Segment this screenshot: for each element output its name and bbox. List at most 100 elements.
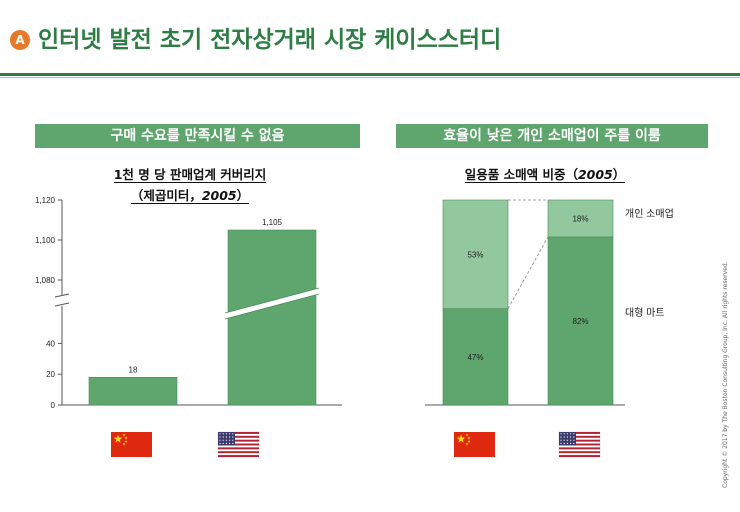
usa-flag-star xyxy=(222,439,224,441)
usa-flag-star xyxy=(566,433,569,435)
china-flag-small-star xyxy=(467,436,471,440)
y-tick-label: 1,080 xyxy=(35,276,56,285)
usa-flag-stripe xyxy=(559,439,600,442)
left-chart-heading-year: 2005 xyxy=(201,188,237,203)
stacked-segment-china-1 xyxy=(442,199,509,309)
usa-flag-star xyxy=(570,442,572,444)
usa-flag-star xyxy=(222,436,224,438)
right-banner: 효율이 낮은 개인 소매업이 주를 이룸 xyxy=(396,124,708,148)
usa-flag-star xyxy=(560,439,562,441)
bar-label-usa: 1,105 xyxy=(262,218,283,227)
connector-split xyxy=(507,236,549,309)
usa-flag-canton xyxy=(559,432,576,446)
usa-flag-stripe xyxy=(218,435,259,438)
y-tick-label: 1,120 xyxy=(35,196,56,205)
usa-flag-star xyxy=(570,439,572,441)
usa-flag-star xyxy=(232,442,234,444)
usa-flag-icon xyxy=(558,431,601,458)
usa-flag-stripe xyxy=(559,451,600,454)
stacked-segment-usa-1 xyxy=(547,199,614,238)
china-flag-icon xyxy=(454,432,495,457)
y-tick-label: 40 xyxy=(46,339,55,348)
usa-flag-star xyxy=(566,436,569,438)
china-flag-small-star xyxy=(465,433,469,437)
legend-label: 대형 마트 xyxy=(625,307,665,319)
title-divider-thin xyxy=(0,77,740,78)
usa-flag-star xyxy=(229,436,231,438)
usa-flag-star xyxy=(222,433,224,435)
usa-flag-star xyxy=(563,442,565,444)
usa-flag-star xyxy=(570,436,572,438)
usa-flag-star xyxy=(225,442,227,444)
stacked-segment-usa-0 xyxy=(547,236,614,406)
right-chart-heading-prefix: 일용품 소매액 비중（ xyxy=(464,167,578,182)
usa-flag-star xyxy=(232,433,234,435)
usa-flag-star xyxy=(219,436,221,438)
usa-flag-stripe xyxy=(218,432,259,434)
usa-flag-stripe xyxy=(559,443,600,446)
china-flag-small-star xyxy=(122,433,126,437)
bar-label-china: 18 xyxy=(129,365,138,374)
usa-flag-star xyxy=(563,436,565,438)
bar-usa xyxy=(227,229,317,406)
segment-label: 82% xyxy=(572,317,588,326)
usa-flag-stripe xyxy=(559,447,600,450)
y-tick-label: 1,100 xyxy=(35,236,56,245)
segment-label: 47% xyxy=(467,353,483,362)
usa-flag-star xyxy=(225,433,227,435)
page-title: 인터넷 발전 초기 전자상거래 시장 케이스스터디 xyxy=(38,27,502,53)
usa-flag-stripe xyxy=(218,447,259,450)
section-badge: A xyxy=(10,30,30,50)
usa-flag-star xyxy=(225,439,227,441)
y-tick-label: 20 xyxy=(46,370,55,379)
usa-flag-star xyxy=(560,433,562,435)
usa-flag-stripe xyxy=(218,439,259,442)
usa-flag-star xyxy=(225,436,227,438)
usa-flag-star xyxy=(573,433,575,435)
usa-flag-star xyxy=(573,442,575,444)
usa-flag-stripe xyxy=(218,455,259,457)
usa-flag-star xyxy=(560,436,562,438)
left-chart-heading-suffix: ） xyxy=(236,188,250,203)
usa-flag-star xyxy=(566,439,569,441)
right-chart-heading: 일용품 소매액 비중（2005） xyxy=(420,164,670,183)
bar-china xyxy=(88,376,178,406)
left-chart-heading-prefix: （제곱미터， xyxy=(130,188,202,203)
china-flag-small-star xyxy=(124,436,128,440)
bar-break-line xyxy=(224,293,320,320)
usa-flag-stripe xyxy=(218,443,259,446)
right-chart-heading-suffix: ） xyxy=(612,167,626,182)
usa-flag-star xyxy=(232,436,234,438)
usa-flag-stripe xyxy=(559,432,600,434)
usa-flag-canton xyxy=(218,432,235,446)
left-chart-heading: 1천 명 당 판매업계 커버리지 （제곱미터，2005） xyxy=(60,164,320,204)
usa-flag-stripe xyxy=(559,455,600,457)
usa-flag-star xyxy=(219,433,221,435)
legend-label: 개인 소매업 xyxy=(625,207,674,220)
usa-flag-star xyxy=(229,433,231,435)
left-banner: 구매 수요를 만족시킬 수 없음 xyxy=(35,124,360,148)
usa-flag-star xyxy=(560,442,562,444)
china-flag-small-star xyxy=(122,442,126,446)
china-flag-small-star xyxy=(465,442,469,446)
usa-flag-star xyxy=(229,442,231,444)
usa-flag-star xyxy=(219,439,221,441)
left-chart-heading-line1: 1천 명 당 판매업계 커버리지 xyxy=(113,167,267,183)
usa-flag-star xyxy=(563,439,565,441)
china-flag-small-star xyxy=(467,439,471,443)
usa-flag-star xyxy=(232,439,234,441)
segment-label: 53% xyxy=(467,250,483,259)
copyright-text: Copyright © 2017 by The Boston Consultin… xyxy=(722,261,729,488)
segment-label: 18% xyxy=(572,214,588,223)
right-chart-heading-year: 2005 xyxy=(577,167,613,182)
y-tick-label: 0 xyxy=(51,401,56,410)
bar-break-gap xyxy=(225,288,319,319)
china-flag-icon xyxy=(111,432,152,457)
axis-break-mark xyxy=(54,293,70,298)
usa-flag-star xyxy=(573,436,575,438)
china-flag-star xyxy=(456,434,466,443)
usa-flag-stripe xyxy=(218,451,259,454)
title-divider xyxy=(0,73,740,76)
china-flag-small-star xyxy=(124,439,128,443)
usa-flag-star xyxy=(570,433,572,435)
